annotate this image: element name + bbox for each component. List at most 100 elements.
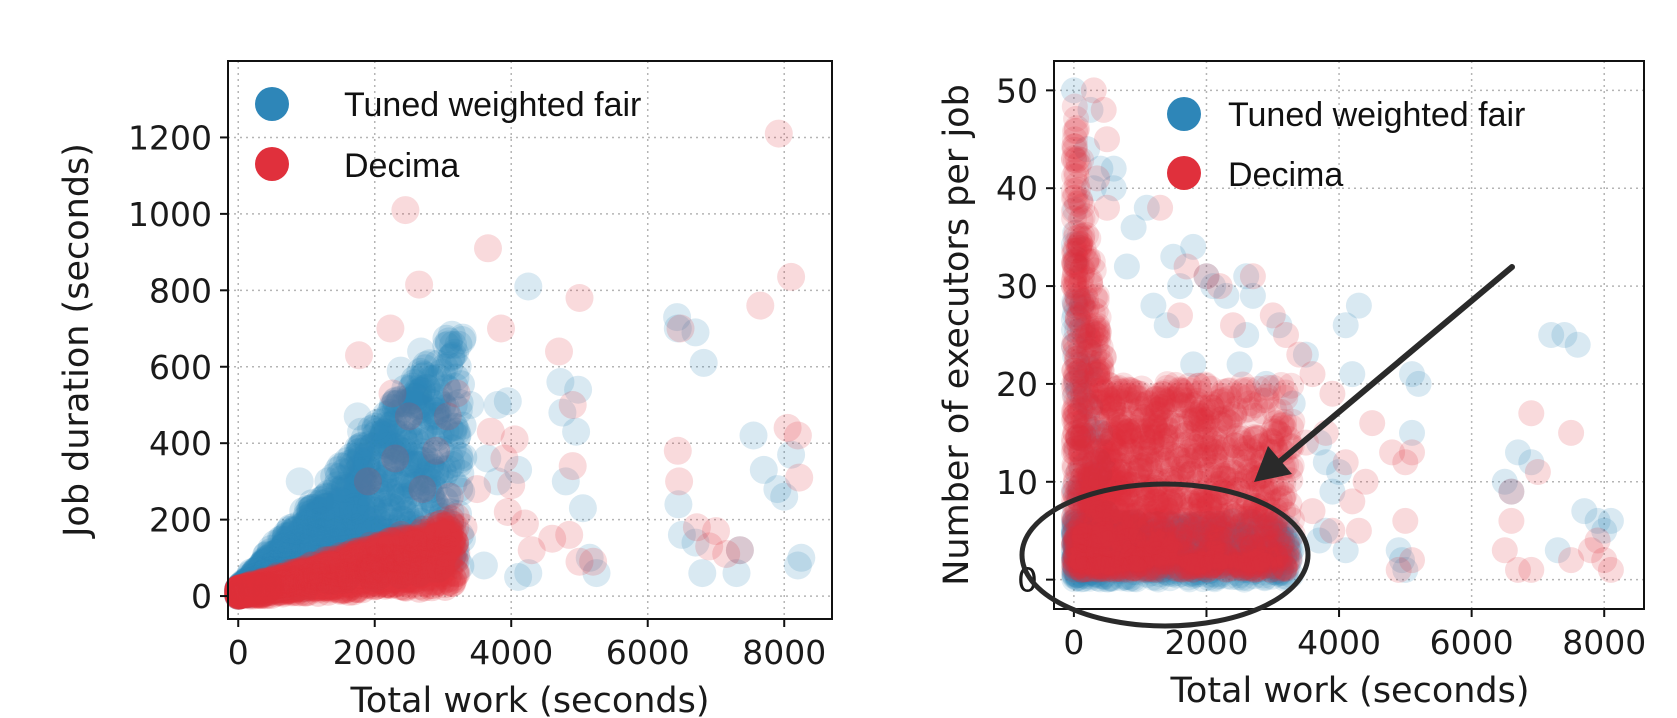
data-point — [235, 572, 264, 601]
data-point — [284, 561, 313, 590]
data-point — [304, 578, 333, 607]
data-point — [245, 568, 274, 597]
data-point — [301, 502, 329, 531]
data-point — [271, 557, 300, 586]
data-point — [245, 568, 274, 597]
data-point — [230, 569, 259, 598]
data-point — [445, 445, 474, 474]
data-point — [272, 553, 300, 582]
data-point — [324, 516, 353, 545]
data-point — [421, 399, 450, 428]
data-point — [372, 492, 401, 521]
data-point — [346, 434, 374, 463]
data-point — [229, 570, 258, 599]
data-point — [340, 480, 369, 509]
data-point — [253, 577, 282, 606]
data-point — [253, 558, 282, 587]
x-tick-label: 0 — [228, 633, 249, 672]
data-point — [322, 560, 351, 589]
data-point — [240, 564, 269, 592]
data-point — [276, 540, 305, 569]
data-point — [292, 548, 321, 577]
data-point — [316, 524, 345, 553]
data-point — [436, 516, 465, 545]
data-point — [240, 576, 269, 605]
data-point — [403, 407, 432, 436]
data-point — [226, 576, 255, 605]
data-point — [275, 558, 304, 587]
data-point — [344, 434, 372, 463]
data-point — [227, 579, 256, 608]
data-point — [238, 577, 267, 606]
data-point — [243, 571, 272, 600]
data-point — [272, 567, 301, 596]
data-point — [254, 560, 283, 589]
data-point — [448, 411, 477, 440]
data-point — [273, 559, 302, 588]
data-point — [229, 573, 258, 602]
data-point — [350, 424, 379, 453]
data-point — [487, 314, 515, 343]
data-point — [231, 573, 259, 602]
data-point — [514, 272, 543, 301]
data-point — [356, 543, 385, 571]
data-point — [352, 538, 381, 567]
data-point — [298, 552, 327, 581]
data-point — [254, 561, 283, 590]
y-tick-label: 1000 — [128, 195, 212, 234]
data-point — [442, 379, 471, 408]
data-point — [348, 528, 377, 557]
data-point — [440, 413, 469, 442]
data-point — [389, 485, 418, 514]
data-point — [341, 517, 370, 546]
data-point — [430, 460, 459, 489]
legend-label-decima: Decima — [344, 147, 459, 185]
data-point — [394, 470, 423, 499]
data-point — [251, 569, 280, 597]
data-point — [403, 541, 432, 570]
data-point — [257, 556, 286, 585]
data-point — [352, 448, 381, 477]
data-point — [225, 577, 253, 606]
data-point — [436, 498, 465, 527]
data-point — [255, 557, 284, 586]
data-point — [247, 562, 276, 591]
data-point — [377, 436, 406, 465]
data-point — [235, 570, 264, 599]
data-point — [249, 567, 278, 596]
data-point — [416, 547, 445, 576]
data-point — [381, 444, 410, 473]
data-point — [360, 466, 389, 495]
data-point — [308, 497, 336, 526]
data-point — [264, 538, 293, 567]
data-point — [275, 529, 304, 558]
data-point — [243, 572, 272, 601]
data-point — [299, 498, 328, 527]
data-point — [439, 469, 468, 498]
data-point — [387, 514, 416, 543]
data-point — [268, 526, 297, 555]
data-point — [300, 548, 329, 577]
data-point — [224, 582, 253, 610]
data-point — [249, 551, 278, 580]
data-point — [277, 550, 306, 579]
data-point — [308, 517, 337, 546]
data-point — [302, 556, 330, 585]
data-point — [228, 572, 257, 601]
data-point — [227, 571, 256, 599]
data-point — [282, 552, 311, 580]
y-tick-label: 0 — [191, 577, 212, 616]
data-point — [224, 576, 253, 605]
data-point — [331, 519, 360, 548]
data-point — [342, 508, 371, 537]
data-point — [292, 504, 321, 533]
data-point — [345, 515, 374, 544]
data-point — [376, 314, 405, 343]
data-point — [413, 460, 442, 489]
data-point — [558, 452, 587, 481]
data-point — [361, 518, 390, 547]
data-point — [320, 462, 349, 491]
data-point — [225, 575, 254, 604]
data-point — [369, 466, 397, 495]
data-point — [421, 491, 450, 520]
